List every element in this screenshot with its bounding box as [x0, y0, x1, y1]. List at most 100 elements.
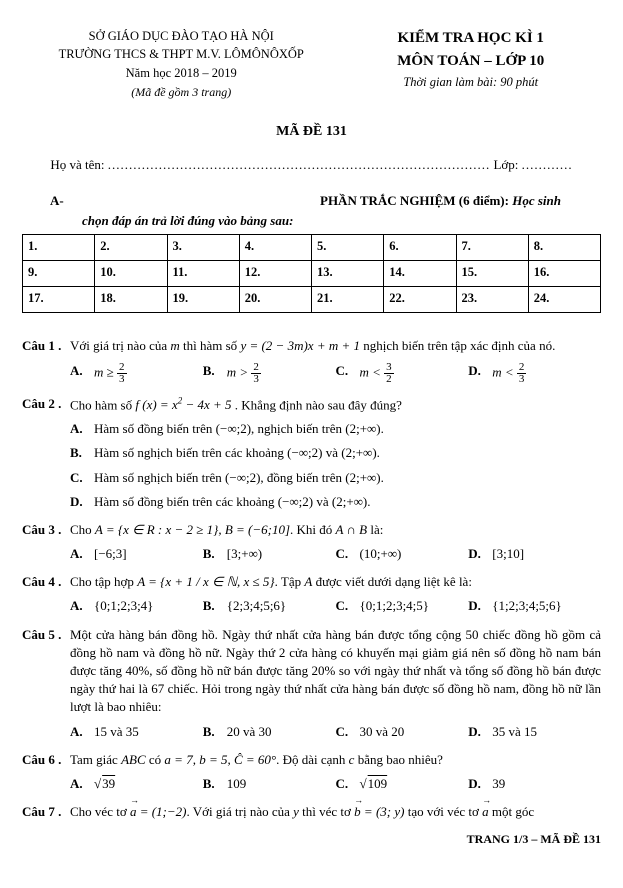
q4-set: A = {x + 1 / x ∈ ℕ, x ≤ 5}	[137, 574, 274, 589]
q1-text-b: thì hàm số	[180, 338, 241, 353]
opt-val: m < 23	[492, 362, 526, 385]
section-a-title-b: PHẦN TRẮC NGHIỆM (6 điểm):	[320, 193, 509, 208]
q2-opt-b: B.Hàm số nghịch biến trên các khoảng (−∞…	[70, 444, 601, 462]
cell: 23.	[456, 287, 528, 313]
opt-label: A.	[70, 775, 94, 793]
q-body: Cho véc tơ a = (1;−2). Với giá trị nào c…	[70, 803, 601, 821]
question-7: Câu 7 . Cho véc tơ a = (1;−2). Với giá t…	[22, 803, 601, 821]
q7-text-b: . Với giá trị nào của	[187, 804, 294, 819]
q5-options: A.15 và 35 B.20 và 30 C.30 và 20 D.35 và…	[70, 723, 601, 741]
page-footer: TRANG 1/3 – MÃ ĐỀ 131	[22, 831, 601, 848]
table-row: 17. 18. 19. 20. 21. 22. 23. 24.	[23, 287, 601, 313]
cell: 10.	[95, 261, 167, 287]
opt-label: A.	[70, 420, 94, 438]
opt-val: {2;3;4;5;6}	[227, 597, 286, 615]
q5-opt-a: A.15 và 35	[70, 723, 203, 741]
opt-label: D.	[468, 362, 492, 385]
q5-opt-d: D.35 và 15	[468, 723, 601, 741]
q2-opt-a: A.Hàm số đồng biến trên (−∞;2), nghịch b…	[70, 420, 601, 438]
cell: 14.	[384, 261, 456, 287]
q-label: Câu 1 .	[22, 337, 70, 355]
opt-label: C.	[336, 775, 360, 793]
q-body: Một cửa hàng bán đồng hồ. Ngày thứ nhất …	[70, 626, 601, 717]
opt-val: {0;1;2;3;4}	[94, 597, 153, 615]
cell: 15.	[456, 261, 528, 287]
opt-label: D.	[468, 597, 492, 615]
q3-opt-c: C.(10;+∞)	[336, 545, 469, 563]
cell: 2.	[95, 235, 167, 261]
opt-label: A.	[70, 597, 94, 615]
q2-opt-d: D.Hàm số đồng biến trên các khoảng (−∞;2…	[70, 493, 601, 511]
opt-val: √39	[94, 775, 115, 793]
opt-label: B.	[70, 444, 94, 462]
opt-val: (10;+∞)	[360, 545, 402, 563]
q7-text-c: thì véc tơ	[299, 804, 354, 819]
q1-opt-c: C.m < 32	[336, 362, 469, 385]
q3-text-a: Cho	[70, 522, 95, 537]
opt-val: 15 và 35	[94, 723, 139, 741]
q6-options: A.√39 B.109 C.√109 D.39	[70, 775, 601, 793]
cell: 19.	[167, 287, 239, 313]
q4-opt-d: D.{1;2;3;4;5;6}	[468, 597, 601, 615]
q2-text-b: . Khẳng định nào sau đây đúng?	[232, 397, 402, 412]
opt-label: C.	[336, 362, 360, 385]
q4-text-c: được viết dưới dạng liệt kê là:	[312, 574, 472, 589]
q3-text-b: . Khi đó	[290, 522, 336, 537]
q6-vals: a = 7, b = 5, Ĉ = 60°	[164, 752, 276, 767]
q6-opt-d: D.39	[468, 775, 601, 793]
q3-opt-a: A.[−6;3]	[70, 545, 203, 563]
question-1: Câu 1 . Với giá trị nào của m thì hàm số…	[22, 337, 601, 355]
opt-label: C.	[336, 597, 360, 615]
cell: 4.	[239, 235, 311, 261]
opt-val: 20 và 30	[227, 723, 272, 741]
cell: 24.	[528, 287, 600, 313]
q7-vec-a2: a	[482, 804, 489, 819]
section-a-title-i: Học sinh	[509, 193, 561, 208]
opt-val: {0;1;2;3;4;5}	[360, 597, 430, 615]
cell: 11.	[167, 261, 239, 287]
q7-text-a: Cho véc tơ	[70, 804, 130, 819]
opt-label: D.	[468, 723, 492, 741]
opt-label: A.	[70, 723, 94, 741]
opt-label: B.	[203, 775, 227, 793]
cell: 18.	[95, 287, 167, 313]
cell: 17.	[23, 287, 95, 313]
year: Năm học 2018 – 2019	[22, 65, 340, 83]
subnote: (Mã đề gồm 3 trang)	[22, 84, 340, 101]
opt-val: [−6;3]	[94, 545, 127, 563]
header: SỞ GIÁO DỤC ĐÀO TẠO HÀ NỘI TRƯỜNG THCS &…	[22, 28, 601, 100]
q2-formula: f (x) = x2 − 4x + 5	[135, 397, 231, 412]
q-body: Tam giác ABC có a = 7, b = 5, Ĉ = 60°. Đ…	[70, 751, 601, 769]
q4-text-a: Cho tập hợp	[70, 574, 137, 589]
opt-val: [3;10]	[492, 545, 524, 563]
class-label: Lớp:	[490, 157, 521, 172]
q7-text-d: tạo với véc tơ	[404, 804, 482, 819]
opt-val: m < 32	[360, 362, 394, 385]
q4-opt-b: B.{2;3;4;5;6}	[203, 597, 336, 615]
dept: SỞ GIÁO DỤC ĐÀO TẠO HÀ NỘI	[22, 28, 340, 46]
cell: 16.	[528, 261, 600, 287]
opt-label: D.	[468, 775, 492, 793]
q6-text-a: Tam giác	[70, 752, 121, 767]
cell: 8.	[528, 235, 600, 261]
opt-label: C.	[336, 545, 360, 563]
cell: 22.	[384, 287, 456, 313]
q-body: Cho hàm số f (x) = x2 − 4x + 5 . Khẳng đ…	[70, 395, 601, 415]
section-a-title: PHẦN TRẮC NGHIỆM (6 điểm): Học sinh	[82, 192, 601, 210]
cell: 12.	[239, 261, 311, 287]
cell: 21.	[312, 287, 384, 313]
question-2: Câu 2 . Cho hàm số f (x) = x2 − 4x + 5 .…	[22, 395, 601, 415]
q3-opt-b: B.[3;+∞)	[203, 545, 336, 563]
exam-time: Thời gian làm bài: 90 phút	[340, 74, 601, 92]
opt-val: Hàm số đồng biến trên các khoảng (−∞;2) …	[94, 493, 371, 511]
q6-opt-a: A.√39	[70, 775, 203, 793]
q-body: Cho A = {x ∈ R : x − 2 ≥ 1}, B = (−6;10]…	[70, 521, 601, 539]
opt-val: {1;2;3;4;5;6}	[492, 597, 562, 615]
cell: 6.	[384, 235, 456, 261]
q-label: Câu 2 .	[22, 395, 70, 415]
opt-label: C.	[336, 723, 360, 741]
opt-val: √109	[360, 775, 388, 793]
section-a-label: A-	[22, 192, 82, 210]
opt-val: 39	[492, 775, 505, 793]
opt-label: B.	[203, 597, 227, 615]
